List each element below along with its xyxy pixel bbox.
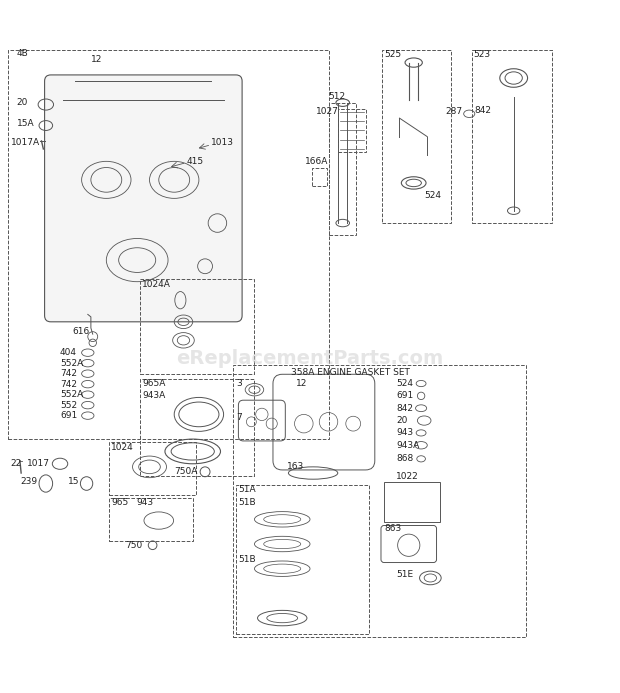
- Text: 552A: 552A: [60, 359, 83, 368]
- Text: 20: 20: [396, 416, 408, 425]
- Text: 51E: 51E: [396, 570, 414, 579]
- Text: 863: 863: [384, 524, 401, 533]
- Text: 943A: 943A: [396, 441, 420, 450]
- Bar: [7, 50, 329, 439]
- Text: 524: 524: [424, 191, 441, 200]
- FancyBboxPatch shape: [45, 75, 242, 322]
- Bar: [140, 279, 254, 374]
- Bar: [236, 485, 369, 633]
- Text: 943A: 943A: [142, 392, 166, 401]
- Text: 22: 22: [10, 459, 21, 468]
- Text: 512: 512: [329, 92, 345, 101]
- Text: 15A: 15A: [17, 119, 35, 128]
- Text: 239: 239: [20, 477, 37, 486]
- Text: 691: 691: [396, 392, 414, 401]
- Text: eReplacementParts.com: eReplacementParts.com: [176, 349, 444, 369]
- Text: 12: 12: [91, 55, 102, 64]
- Text: 1024A: 1024A: [142, 280, 171, 289]
- Text: 287: 287: [446, 107, 463, 116]
- Text: 1017A: 1017A: [11, 139, 40, 148]
- Text: 404: 404: [60, 348, 77, 357]
- Text: 742: 742: [60, 380, 77, 389]
- Text: 358A ENGINE GASKET SET: 358A ENGINE GASKET SET: [291, 368, 410, 377]
- Text: 415: 415: [187, 157, 204, 166]
- Text: 1022: 1022: [396, 472, 419, 481]
- Bar: [329, 103, 356, 236]
- Text: 965A: 965A: [142, 379, 166, 388]
- Text: 750: 750: [125, 541, 142, 550]
- Text: 742: 742: [60, 369, 77, 378]
- Text: 525: 525: [384, 50, 401, 59]
- Text: 51A: 51A: [238, 485, 255, 494]
- Bar: [140, 378, 254, 476]
- Text: 524: 524: [396, 379, 414, 388]
- Text: 1027: 1027: [316, 107, 339, 116]
- Text: 163: 163: [287, 462, 304, 471]
- Text: 943: 943: [396, 428, 414, 437]
- Text: 4B: 4B: [17, 49, 29, 58]
- Text: 842: 842: [396, 404, 414, 413]
- Text: 51B: 51B: [238, 498, 255, 507]
- Text: 552A: 552A: [60, 390, 83, 399]
- Text: 1013: 1013: [211, 139, 234, 148]
- Bar: [312, 168, 327, 186]
- Bar: [233, 365, 526, 637]
- Bar: [109, 442, 196, 495]
- Text: 943: 943: [136, 498, 153, 507]
- Text: 1017: 1017: [27, 459, 50, 468]
- Text: 20: 20: [17, 98, 28, 107]
- Text: 51B: 51B: [238, 555, 255, 564]
- Bar: [384, 482, 440, 523]
- Text: 166A: 166A: [305, 157, 329, 166]
- Text: 3: 3: [236, 379, 242, 388]
- Text: 523: 523: [474, 50, 490, 59]
- Bar: [109, 498, 193, 541]
- Text: 552: 552: [60, 401, 77, 410]
- Bar: [472, 50, 552, 223]
- Text: 868: 868: [396, 455, 414, 464]
- Bar: [382, 50, 451, 223]
- Text: 616: 616: [73, 326, 90, 335]
- Text: 12: 12: [296, 379, 308, 388]
- Text: 15: 15: [68, 477, 79, 486]
- Text: 691: 691: [60, 411, 78, 420]
- Text: 1024: 1024: [111, 443, 134, 452]
- Bar: [338, 109, 366, 152]
- Text: 7: 7: [236, 413, 242, 422]
- Text: 965: 965: [111, 498, 128, 507]
- Text: 842: 842: [475, 105, 492, 114]
- Text: 750A: 750A: [174, 467, 198, 476]
